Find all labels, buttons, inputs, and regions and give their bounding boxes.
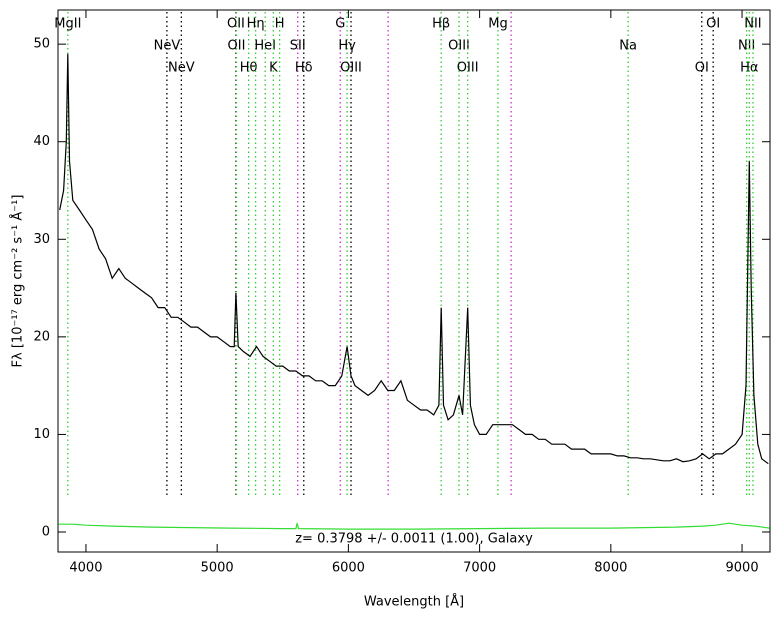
y-tick-label: 10 — [33, 427, 50, 442]
line-label: MgII — [54, 17, 81, 32]
line-label: Hθ — [240, 61, 258, 76]
line-label: NeV — [168, 61, 195, 76]
x-tick-label: 8000 — [594, 561, 627, 576]
plot-frame — [57, 9, 771, 553]
line-label: NeV — [154, 39, 181, 54]
y-tick-label: 0 — [42, 524, 50, 539]
line-label: Na — [619, 39, 637, 54]
line-label: Hδ — [295, 61, 313, 76]
line-label: NII — [738, 39, 755, 54]
line-label: Hγ — [338, 39, 356, 54]
y-tick-label: 50 — [33, 37, 50, 52]
y-tick-label: 20 — [33, 329, 50, 344]
line-label: OII — [227, 17, 245, 32]
line-label: H — [275, 17, 285, 32]
line-label: OIII — [340, 61, 362, 76]
spectrum-line — [59, 53, 769, 465]
line-label: NII — [744, 17, 761, 32]
line-label: Mg — [488, 17, 507, 32]
line-label: Hη — [247, 17, 265, 32]
x-axis-label: Wavelength [Å] — [364, 594, 464, 610]
x-tick-label: 4000 — [69, 561, 102, 576]
line-label: HeI — [254, 39, 276, 54]
line-label: OI — [695, 61, 709, 76]
line-label: OII — [228, 39, 246, 54]
y-tick-label: 30 — [33, 232, 50, 247]
x-tick-label: 7000 — [463, 561, 496, 576]
x-tick-label: 5000 — [201, 561, 234, 576]
redshift-annotation: z= 0.3798 +/- 0.0011 (1.00), Galaxy — [295, 532, 533, 547]
spectrum-line — [58, 522, 770, 530]
line-label: Hβ — [432, 17, 450, 32]
line-label: G — [335, 17, 345, 32]
y-tick-label: 40 — [33, 134, 50, 149]
line-label: OIII — [448, 39, 470, 54]
y-axis-label: Fλ [10⁻¹⁷ erg cm⁻² s⁻¹ Å⁻¹] — [10, 195, 26, 368]
line-label: OIII — [457, 61, 479, 76]
x-tick-label: 9000 — [726, 561, 759, 576]
line-label: K — [269, 61, 278, 76]
x-tick-label: 6000 — [332, 561, 365, 576]
line-label: Hα — [740, 61, 758, 76]
line-label: OI — [706, 17, 720, 32]
line-label: SII — [290, 39, 306, 54]
